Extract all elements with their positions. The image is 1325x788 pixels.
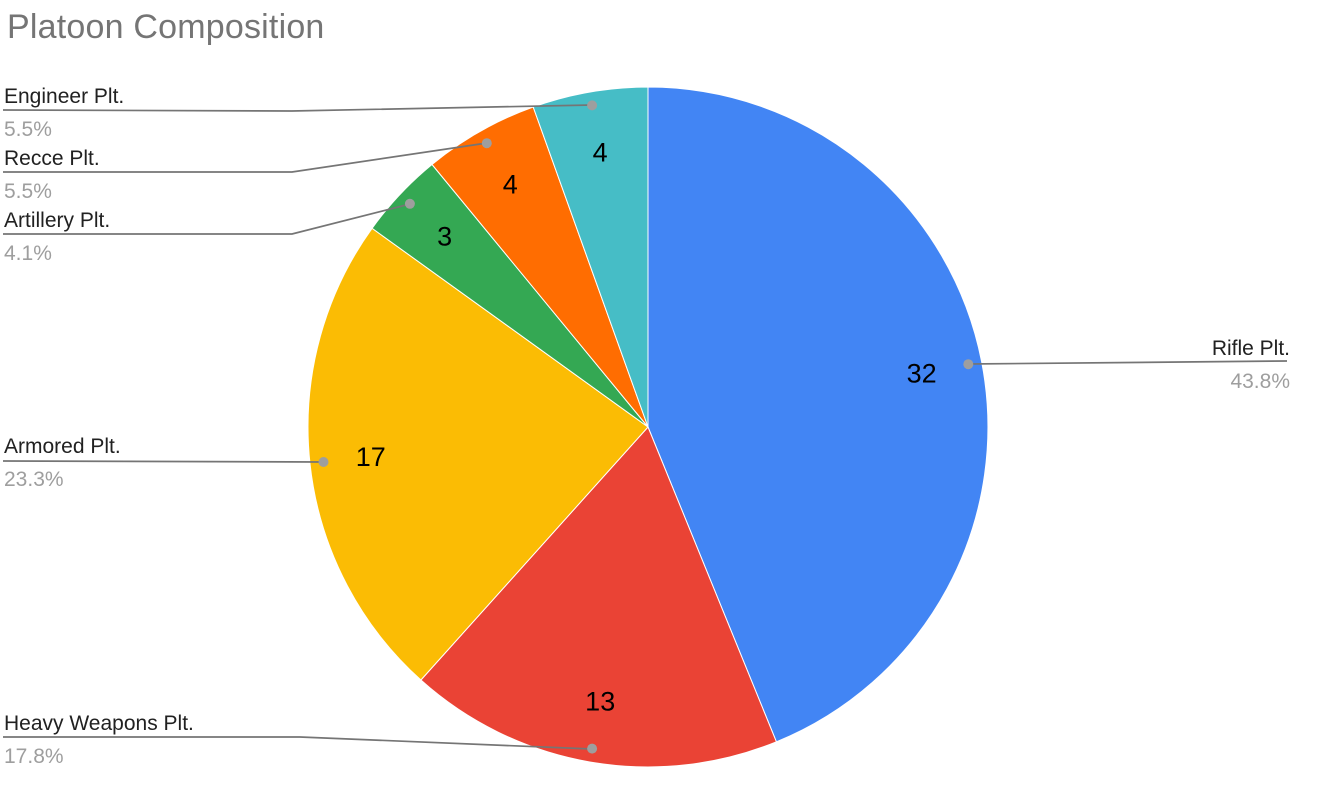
- pie-slice-heavy-weapons-plt: [420, 426, 778, 768]
- leader-dot-heavy-weapons-plt: [587, 743, 598, 754]
- callout-percent: 17.8%: [4, 745, 64, 768]
- slice-value-recce-plt: 4: [503, 170, 518, 200]
- callout-label: Armored Plt.: [4, 435, 121, 458]
- chart-title: Platoon Composition: [7, 8, 325, 46]
- leader-line-artillery-plt: [3, 203, 411, 235]
- callout-percent: 43.8%: [1230, 370, 1290, 393]
- leader-dot-armored-plt: [318, 457, 329, 467]
- slice-value-engineer-plt: 4: [593, 137, 608, 167]
- leader-line-engineer-plt: [2, 104, 593, 112]
- callout-label: Engineer Plt.: [4, 85, 125, 108]
- callout-percent: 4.1%: [4, 242, 52, 265]
- callout-label: Recce Plt.: [4, 147, 100, 170]
- callout-label: Heavy Weapons Plt.: [4, 712, 194, 735]
- slice-value-armored-plt: 17: [356, 442, 386, 472]
- slice-value-heavy-weapons-plt: 13: [585, 687, 615, 717]
- callout-label: Rifle Plt.: [1211, 337, 1290, 360]
- leader-dot-rifle-plt: [963, 359, 974, 370]
- leader-dot-recce-plt: [481, 138, 492, 149]
- leader-dot-engineer-plt: [587, 100, 598, 111]
- slice-value-rifle-plt: 32: [907, 358, 937, 388]
- callout-rifle-plt: Rifle Plt. 43.8%: [1212, 335, 1290, 395]
- leader-line-heavy-weapons-plt: [3, 736, 593, 750]
- callout-engineer-plt: Engineer Plt. 5.5%: [4, 83, 124, 143]
- leader-line-rifle-plt: [967, 360, 1288, 365]
- callout-percent: 23.3%: [4, 468, 64, 491]
- leader-line-armored-plt: [2, 460, 324, 463]
- leader-dot-artillery-plt: [404, 198, 415, 209]
- slice-value-artillery-plt: 3: [437, 221, 452, 251]
- pie-slice-rifle-plt: [647, 86, 989, 743]
- callout-percent: 5.5%: [4, 180, 52, 203]
- callout-recce-plt: Recce Plt. 5.5%: [4, 145, 100, 205]
- pie-slice-armored-plt: [307, 227, 649, 681]
- callout-artillery-plt: Artillery Plt. 4.1%: [4, 207, 110, 267]
- leader-line-recce-plt: [3, 142, 488, 173]
- callout-percent: 5.5%: [4, 118, 52, 141]
- callout-heavy-weapons-plt: Heavy Weapons Plt. 17.8%: [4, 710, 194, 770]
- callout-armored-plt: Armored Plt. 23.3%: [4, 433, 121, 493]
- callout-label: Artillery Plt.: [4, 209, 111, 232]
